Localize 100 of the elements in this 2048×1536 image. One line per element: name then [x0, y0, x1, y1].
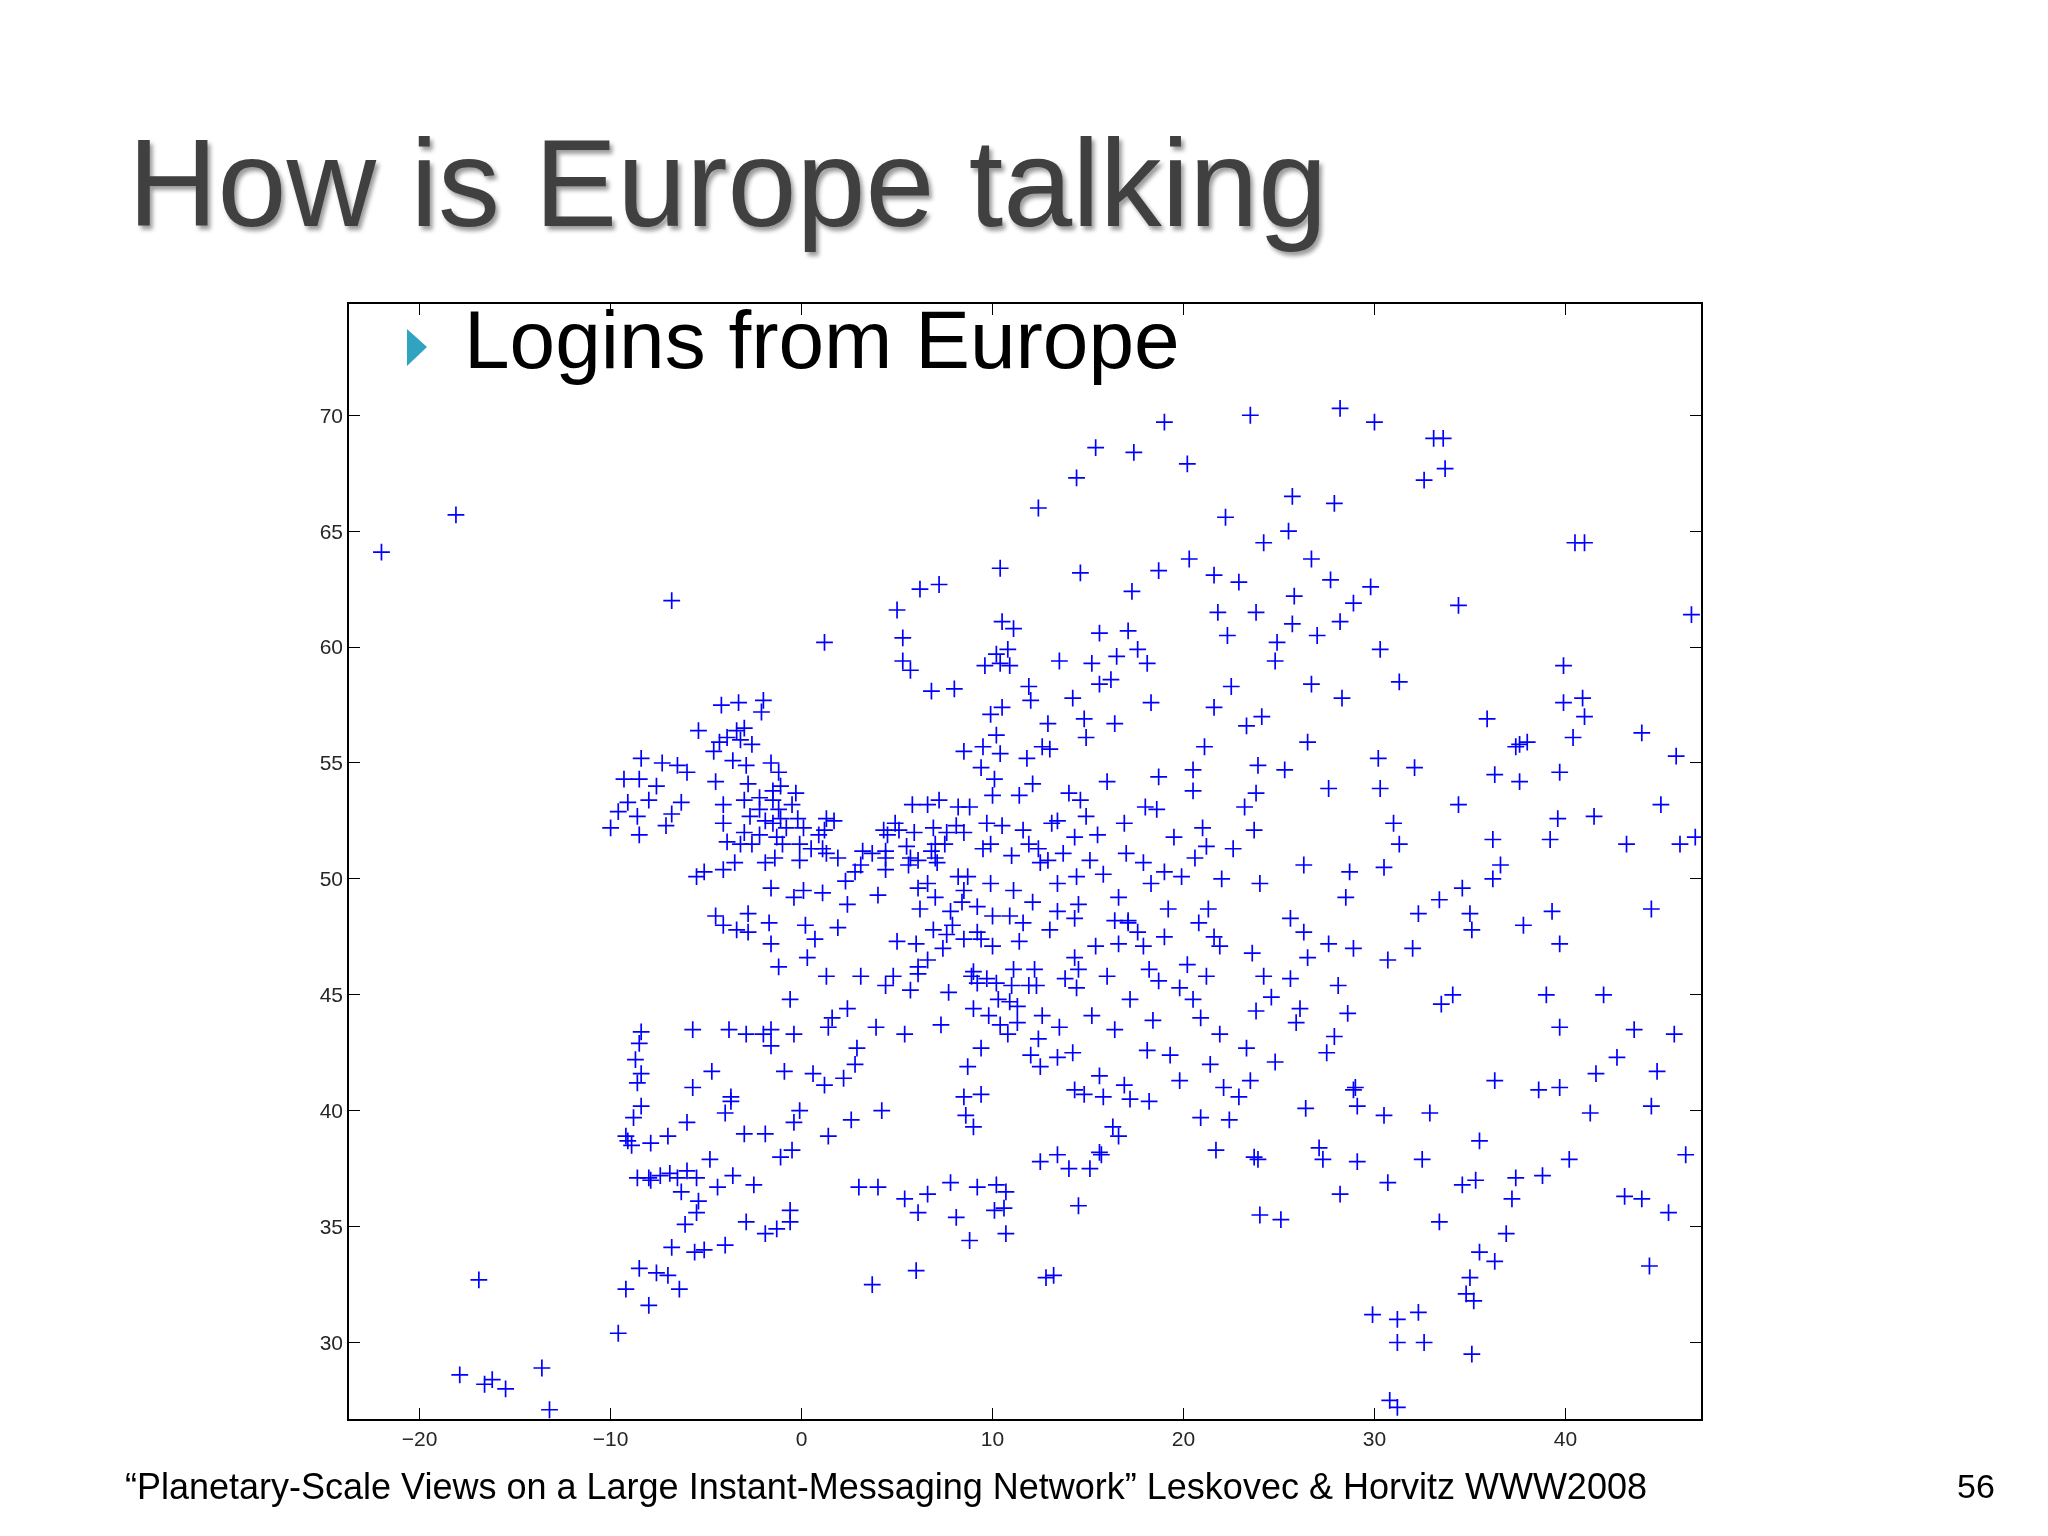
point	[756, 811, 775, 831]
point	[727, 721, 746, 740]
point	[1097, 967, 1117, 986]
point	[1076, 807, 1096, 826]
x-tick-label: 20	[1171, 1426, 1196, 1450]
point	[1443, 985, 1462, 1005]
point	[609, 802, 628, 821]
point	[450, 1365, 470, 1385]
point	[790, 834, 809, 854]
point	[601, 818, 620, 838]
point	[1069, 895, 1088, 914]
point	[1313, 1150, 1333, 1169]
point	[847, 1038, 867, 1058]
point	[1537, 985, 1556, 1005]
point	[1640, 1256, 1659, 1276]
point	[1294, 855, 1314, 875]
point	[647, 776, 666, 796]
point	[838, 895, 857, 914]
point	[964, 962, 983, 981]
point	[1050, 1017, 1069, 1037]
point	[712, 695, 731, 715]
point	[1235, 797, 1254, 817]
point	[742, 735, 762, 754]
point	[662, 1238, 681, 1257]
point	[887, 932, 907, 951]
point	[841, 1110, 861, 1130]
point	[1170, 1071, 1189, 1090]
point	[1197, 837, 1216, 856]
point	[1178, 955, 1197, 974]
point	[815, 820, 834, 840]
point	[1237, 1038, 1256, 1058]
point	[1265, 1052, 1285, 1072]
point	[1048, 1145, 1067, 1164]
point	[1430, 1212, 1449, 1232]
point	[677, 1113, 697, 1132]
point	[672, 1182, 691, 1202]
point	[656, 816, 676, 835]
point	[851, 967, 871, 986]
point	[1607, 1048, 1627, 1067]
point	[1432, 994, 1451, 1014]
point	[1183, 760, 1203, 780]
point	[1097, 772, 1117, 791]
point	[1296, 1099, 1315, 1118]
point	[1158, 899, 1178, 919]
point	[819, 1126, 838, 1146]
point	[1542, 902, 1562, 921]
y-tick-label: 45	[319, 983, 344, 1007]
point	[883, 967, 903, 986]
point	[815, 633, 834, 652]
point	[895, 1189, 914, 1209]
point	[895, 1024, 914, 1044]
y-tick-label: 65	[319, 519, 344, 543]
point	[1453, 1175, 1472, 1195]
point	[1048, 874, 1067, 893]
point	[1369, 749, 1388, 768]
point	[1682, 605, 1701, 624]
point	[752, 702, 771, 722]
point	[901, 980, 920, 1000]
point	[1019, 976, 1039, 995]
point	[652, 753, 672, 773]
point	[710, 732, 729, 752]
point	[719, 1020, 739, 1039]
point	[939, 983, 958, 1002]
point	[985, 1201, 1004, 1220]
point	[1659, 1203, 1678, 1222]
point	[1191, 1008, 1210, 1028]
point	[717, 832, 737, 852]
y-tick-label: 55	[319, 751, 344, 775]
point	[994, 1198, 1014, 1218]
point	[1032, 1006, 1052, 1025]
point	[1370, 640, 1390, 659]
point	[1286, 1013, 1306, 1032]
point	[1670, 834, 1690, 854]
point	[618, 1131, 638, 1151]
point	[775, 1062, 794, 1081]
point	[1483, 869, 1503, 889]
point	[1363, 1305, 1382, 1324]
point	[1632, 723, 1652, 743]
point	[756, 853, 775, 872]
point	[1332, 688, 1352, 708]
point	[446, 505, 466, 525]
point	[1134, 853, 1153, 872]
point	[836, 871, 855, 891]
point	[931, 1015, 951, 1035]
point	[924, 920, 943, 940]
point	[782, 1140, 802, 1160]
point	[1325, 1027, 1344, 1046]
point	[1250, 874, 1270, 893]
point	[813, 883, 832, 903]
point	[670, 1279, 689, 1299]
point	[631, 1096, 651, 1116]
point	[868, 1177, 888, 1197]
point	[1170, 978, 1189, 998]
point	[803, 1064, 823, 1083]
point	[1617, 834, 1636, 854]
point	[784, 1113, 804, 1132]
point	[1115, 814, 1134, 833]
point	[1462, 1344, 1482, 1364]
point	[475, 1374, 494, 1394]
point	[628, 807, 647, 826]
